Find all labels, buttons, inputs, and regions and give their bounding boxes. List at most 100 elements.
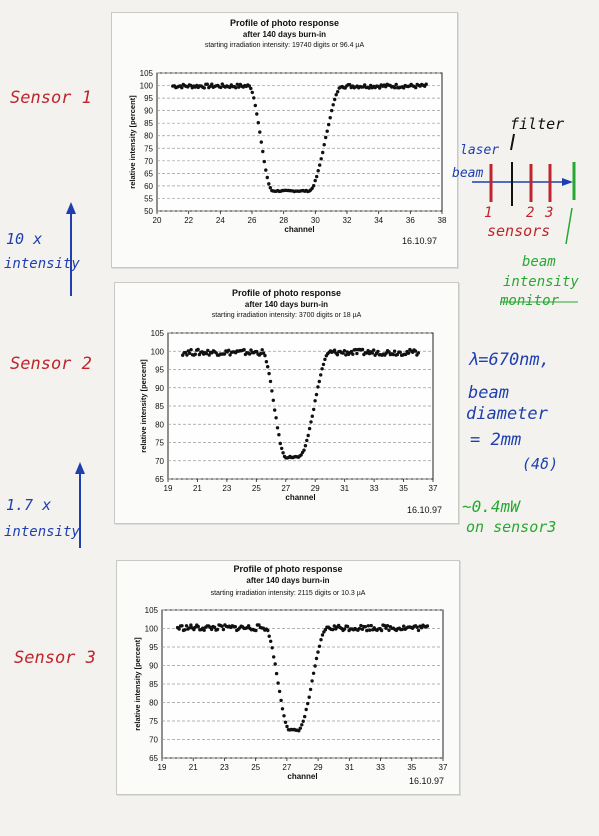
- data-point: [274, 416, 278, 420]
- data-point: [268, 379, 273, 384]
- data-point: [246, 624, 251, 628]
- data-point: [323, 628, 328, 632]
- sensor-num-3: 3: [545, 205, 554, 221]
- x-tick-label: 27: [281, 484, 290, 493]
- data-point: [209, 627, 214, 632]
- data-point: [303, 714, 307, 719]
- data-point: [250, 90, 254, 95]
- sensor-1-label: Sensor 1: [10, 88, 92, 108]
- data-point: [319, 373, 323, 377]
- data-point: [360, 627, 365, 631]
- x-tick-label: 33: [376, 763, 385, 772]
- data-point: [317, 644, 322, 648]
- y-axis-label: relative intensity [percent]: [128, 95, 137, 189]
- data-point: [336, 90, 340, 94]
- gain-1-word: intensity: [4, 256, 80, 272]
- y-tick-label: 85: [149, 680, 158, 689]
- y-tick-label: 85: [144, 119, 153, 128]
- data-point: [204, 351, 209, 356]
- data-point: [349, 349, 354, 354]
- data-point: [196, 624, 200, 629]
- data-point: [330, 108, 334, 113]
- data-point: [222, 352, 227, 356]
- data-point: [269, 639, 273, 643]
- x-tick-label: 33: [370, 484, 379, 493]
- chart-2-date: 16.10.97: [407, 505, 443, 515]
- data-point: [316, 169, 320, 173]
- data-point: [247, 84, 251, 88]
- data-point: [314, 392, 319, 397]
- data-point: [316, 650, 320, 654]
- data-point: [298, 726, 302, 730]
- data-point: [187, 626, 192, 630]
- data-point: [180, 624, 184, 628]
- y-tick-label: 95: [155, 366, 164, 375]
- gain-1-factor: 10 x: [6, 230, 43, 248]
- data-point: [416, 351, 420, 355]
- data-point: [308, 687, 313, 692]
- data-point: [227, 348, 231, 352]
- data-point: [255, 112, 259, 116]
- data-point: [280, 446, 284, 451]
- data-point: [313, 178, 317, 183]
- x-tick-label: 23: [220, 763, 229, 772]
- wavelength-note: λ=670nm,: [468, 350, 550, 370]
- y-tick-label: 90: [155, 384, 164, 393]
- data-point: [345, 350, 349, 354]
- data-point: [299, 453, 303, 457]
- data-point: [323, 357, 327, 362]
- x-tick-label: 25: [251, 763, 260, 772]
- x-tick-label: 35: [407, 763, 416, 772]
- data-point: [404, 352, 408, 357]
- data-point: [285, 724, 289, 729]
- y-tick-label: 95: [149, 643, 158, 652]
- sensor-2-label: Sensor 2: [10, 354, 92, 374]
- data-point: [359, 623, 363, 628]
- data-point: [319, 157, 323, 161]
- data-point: [273, 662, 277, 666]
- y-axis-label: relative intensity [percent]: [133, 637, 142, 731]
- data-point: [256, 121, 260, 125]
- x-tick-label: 29: [311, 484, 320, 493]
- data-point: [312, 407, 316, 412]
- laser-label: laser: [460, 143, 500, 158]
- data-point: [316, 385, 320, 389]
- data-point: [274, 671, 279, 676]
- data-point: [332, 624, 336, 628]
- data-point: [424, 82, 428, 86]
- data-point: [391, 352, 395, 357]
- data-point: [355, 351, 359, 356]
- x-tick-label: 19: [164, 484, 173, 493]
- data-point: [321, 362, 326, 367]
- data-point: [379, 628, 384, 633]
- data-point: [228, 353, 232, 357]
- data-point: [267, 182, 271, 186]
- data-point: [384, 626, 388, 630]
- data-point: [259, 351, 263, 356]
- chart-1-plot: 50 55 60 65 70 75 80 85 90 95 100 105 20 22 24 26 28 30 32…: [128, 69, 447, 234]
- y-tick-label: 65: [149, 754, 158, 763]
- x-tick-label: 37: [429, 484, 438, 493]
- data-point: [332, 348, 337, 352]
- data-point: [317, 379, 321, 384]
- data-point: [328, 116, 332, 120]
- x-tick-label: 31: [340, 484, 349, 493]
- data-point: [307, 695, 311, 699]
- data-point: [210, 82, 214, 86]
- data-point: [207, 353, 211, 357]
- data-point: [189, 623, 193, 627]
- x-axis-label: channel: [284, 225, 314, 234]
- data-point: [277, 433, 281, 437]
- data-point: [258, 130, 262, 134]
- y-tick-label: 70: [149, 736, 158, 745]
- data-point: [253, 103, 257, 108]
- laser-beam-arrow: [472, 178, 573, 186]
- sensor-3-label: Sensor 3: [14, 648, 96, 668]
- data-point: [185, 353, 189, 357]
- data-point: [188, 351, 192, 355]
- data-point: [357, 626, 362, 631]
- data-point: [365, 628, 369, 633]
- data-point: [259, 140, 263, 144]
- data-point: [387, 628, 391, 632]
- data-point: [387, 350, 391, 354]
